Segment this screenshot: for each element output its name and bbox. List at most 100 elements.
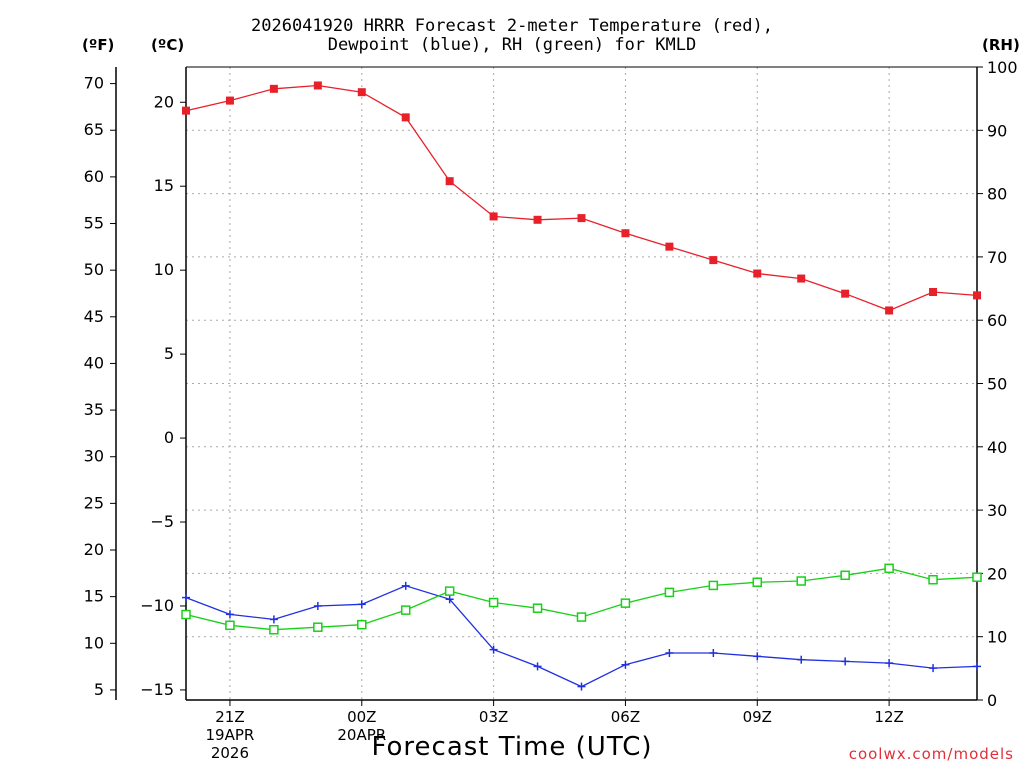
rh-point (928, 574, 938, 585)
rh-tick-label: 70 (987, 248, 1007, 267)
dewpoint-point (665, 648, 674, 657)
rh-point (269, 624, 279, 635)
rh-tick-label: 30 (987, 501, 1007, 520)
celsius-tick-label: 10 (154, 260, 174, 279)
temperature-point (577, 214, 586, 223)
temperature-point (357, 88, 366, 97)
fahrenheit-tick-label: 60 (84, 167, 104, 186)
dewpoint-point (445, 595, 454, 604)
rh-point (488, 597, 499, 608)
x-tick-label: 19APR (206, 726, 255, 744)
dewpoint-point (753, 652, 762, 661)
rh-tick-label: 80 (987, 185, 1007, 204)
rh-point (576, 612, 587, 622)
dewpoint-point (885, 659, 894, 668)
rh-tick-label: 10 (987, 628, 1007, 647)
rh-tick-label: 40 (987, 438, 1007, 457)
rh-point (181, 609, 191, 620)
dewpoint-point (225, 610, 234, 619)
temperature-point (445, 177, 454, 186)
celsius-tick-label: 15 (154, 176, 174, 195)
rh-point (620, 598, 631, 608)
rh-unit-label: (RH) (982, 36, 1020, 54)
temperature-point (401, 113, 410, 122)
x-tick-label: 06Z (611, 708, 640, 726)
dewpoint-point (533, 662, 542, 671)
celsius-tick-label: −5 (150, 512, 174, 531)
fahrenheit-tick-label: 65 (84, 120, 104, 139)
rh-tick-label: 50 (987, 375, 1007, 394)
rh-tick-label: 20 (987, 564, 1007, 583)
dewpoint-point (929, 664, 938, 673)
temperature-point (797, 274, 806, 283)
rh-tick-label: 60 (987, 311, 1007, 330)
rh-point (972, 572, 982, 582)
fahrenheit-tick-label: 25 (84, 493, 104, 512)
x-tick-label: 20APR (337, 726, 386, 744)
temperature-point (665, 242, 674, 251)
rh-point (752, 577, 763, 588)
dewpoint-point (797, 655, 806, 664)
temperature-point (709, 256, 718, 265)
celsius-tick-label: −15 (140, 680, 174, 699)
x-tick-label: 03Z (479, 708, 508, 726)
temperature-point (753, 269, 762, 278)
rh-point (708, 580, 719, 591)
x-axis-title: Forecast Time (UTC) (371, 732, 653, 762)
celsius-tick-label: 0 (164, 428, 174, 447)
x-tick-label: 12Z (874, 708, 903, 726)
temperature-point (225, 96, 234, 105)
dewpoint-point (709, 648, 718, 657)
rh-point (532, 603, 543, 613)
temperature-point (313, 81, 322, 90)
dewpoint-point (313, 601, 322, 610)
x-tick-label: 21Z (215, 708, 244, 726)
dewpoint-point (973, 662, 981, 671)
rh-point (357, 619, 367, 630)
celsius-tick-label: −10 (140, 596, 174, 615)
temperature-point (269, 84, 278, 93)
dewpoint-point (841, 657, 850, 666)
dewpoint-point (577, 682, 586, 691)
rh-point (444, 586, 455, 596)
rh-point (796, 576, 806, 586)
fahrenheit-tick-label: 45 (84, 307, 104, 326)
dewpoint-series-line (185, 585, 978, 688)
x-tick-label: 2026 (211, 744, 249, 762)
rh-tick-label: 100 (987, 58, 1018, 77)
fahrenheit-tick-label: 30 (84, 447, 104, 466)
rh-point (225, 620, 235, 631)
temperature-point (841, 289, 850, 298)
dewpoint-point (401, 581, 410, 590)
dewpoint-point (489, 645, 498, 654)
fahrenheit-unit-label: (ºF) (82, 36, 115, 54)
dewpoint-point (621, 660, 630, 669)
fahrenheit-tick-label: 20 (84, 540, 104, 559)
dewpoint-point (182, 593, 190, 602)
celsius-tick-label: 5 (164, 344, 174, 363)
temperature-series-line (185, 84, 978, 312)
temperature-point (489, 212, 498, 221)
fahrenheit-tick-label: 35 (84, 400, 104, 419)
rh-point (664, 587, 675, 598)
rh-tick-label: 0 (987, 691, 997, 710)
series (181, 81, 982, 691)
dewpoint-point (269, 615, 278, 624)
source-credit[interactable]: coolwx.com/models (848, 745, 1014, 763)
fahrenheit-tick-label: 15 (84, 587, 104, 606)
chart-title-line1: 2026041920 HRRR Forecast 2-meter Tempera… (251, 16, 773, 36)
chart-title-line2: Dewpoint (blue), RH (green) for KMLD (327, 35, 697, 55)
temperature-point (929, 287, 938, 296)
fahrenheit-tick-label: 40 (84, 353, 104, 372)
fahrenheit-tick-label: 70 (84, 74, 104, 93)
gridlines (186, 67, 977, 700)
fahrenheit-tick-label: 50 (84, 260, 104, 279)
rh-tick-label: 90 (987, 121, 1007, 140)
temperature-point (973, 291, 981, 300)
rh-point (313, 622, 323, 632)
fahrenheit-tick-label: 55 (84, 214, 104, 233)
celsius-tick-label: 20 (154, 92, 174, 111)
temperature-point (885, 306, 894, 315)
x-tick-label: 09Z (743, 708, 772, 726)
